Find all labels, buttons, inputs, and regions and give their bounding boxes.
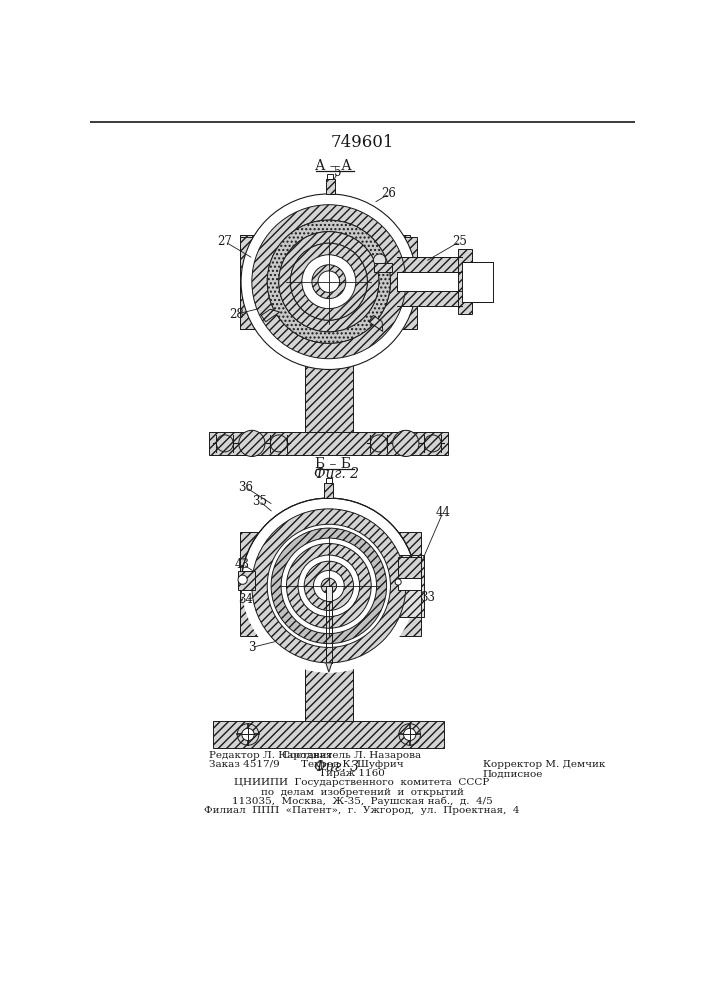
Bar xyxy=(326,179,335,194)
Text: 749601: 749601 xyxy=(330,134,394,151)
Text: Фиг. 3: Фиг. 3 xyxy=(314,760,359,774)
Circle shape xyxy=(252,205,406,359)
Circle shape xyxy=(302,255,356,309)
Bar xyxy=(397,272,462,291)
Circle shape xyxy=(238,575,247,584)
Bar xyxy=(326,586,332,601)
Bar xyxy=(325,483,334,498)
Text: Тираж 1160: Тираж 1160 xyxy=(319,769,385,778)
Circle shape xyxy=(321,578,337,594)
Circle shape xyxy=(318,271,339,292)
Circle shape xyxy=(242,728,254,741)
Bar xyxy=(398,578,421,590)
Bar xyxy=(313,224,344,235)
Bar xyxy=(398,557,421,578)
Text: Филиал  ППП  «Патент»,  г.  Ужгород,  ул.  Проектная,  4: Филиал ППП «Патент», г. Ужгород, ул. Про… xyxy=(204,806,520,815)
Bar xyxy=(305,329,353,432)
Circle shape xyxy=(267,524,390,647)
Text: Техред К. Шуфрич: Техред К. Шуфрич xyxy=(300,760,403,769)
Circle shape xyxy=(267,220,390,343)
Bar xyxy=(240,237,417,329)
Circle shape xyxy=(373,254,386,266)
Circle shape xyxy=(370,435,387,452)
Bar xyxy=(398,235,409,329)
Text: 44: 44 xyxy=(436,506,450,519)
Text: Заказ 4517/9: Заказ 4517/9 xyxy=(209,760,280,769)
Circle shape xyxy=(312,265,346,299)
Bar xyxy=(397,291,462,306)
Bar xyxy=(458,249,472,314)
Bar xyxy=(305,636,353,721)
Bar xyxy=(397,555,423,617)
Text: 35: 35 xyxy=(252,495,267,508)
Bar xyxy=(240,532,421,636)
Text: Корректор М. Демчик: Корректор М. Демчик xyxy=(483,760,605,769)
Circle shape xyxy=(270,435,287,452)
Circle shape xyxy=(281,538,377,634)
Text: 5: 5 xyxy=(334,166,341,179)
Circle shape xyxy=(267,220,390,343)
Bar xyxy=(381,235,398,329)
Text: по  делам  изобретений  и  открытий: по делам изобретений и открытий xyxy=(260,787,463,797)
Circle shape xyxy=(252,509,406,663)
Text: 25: 25 xyxy=(452,235,467,248)
Circle shape xyxy=(286,543,371,628)
Text: ЦНИИПИ  Государственного  комитета  СССР: ЦНИИПИ Государственного комитета СССР xyxy=(234,778,489,787)
Circle shape xyxy=(239,430,265,456)
Text: 33: 33 xyxy=(420,591,435,604)
Circle shape xyxy=(399,724,421,745)
Bar xyxy=(397,257,462,272)
Text: 34: 34 xyxy=(238,593,253,606)
Circle shape xyxy=(404,728,416,741)
Circle shape xyxy=(395,579,402,585)
Text: Подписное: Подписное xyxy=(483,769,543,778)
Circle shape xyxy=(279,232,379,332)
Wedge shape xyxy=(241,498,416,586)
Text: 113035,  Москва,  Ж-35,  Раушская наб.,  д.  4/5: 113035, Москва, Ж-35, Раушская наб., д. … xyxy=(232,797,492,806)
Bar xyxy=(214,721,444,748)
Bar xyxy=(240,235,257,329)
Circle shape xyxy=(241,194,416,369)
Bar xyxy=(327,174,334,179)
Circle shape xyxy=(424,435,441,452)
Circle shape xyxy=(393,430,419,456)
Text: Редактор Л. Народная: Редактор Л. Народная xyxy=(209,751,333,760)
Polygon shape xyxy=(369,315,382,331)
Bar xyxy=(238,571,255,590)
Text: 36: 36 xyxy=(238,481,253,494)
Polygon shape xyxy=(326,663,332,672)
Text: 43: 43 xyxy=(235,558,250,571)
Text: Фиг. 2: Фиг. 2 xyxy=(314,467,359,481)
Bar xyxy=(373,263,392,272)
Text: 28: 28 xyxy=(229,308,244,321)
Text: Б – Б: Б – Б xyxy=(315,457,351,471)
Bar xyxy=(209,432,448,455)
Circle shape xyxy=(216,435,233,452)
Bar xyxy=(240,235,252,329)
Circle shape xyxy=(242,195,416,369)
Circle shape xyxy=(291,243,368,320)
Circle shape xyxy=(298,555,360,617)
Text: А – А: А – А xyxy=(315,159,352,173)
Circle shape xyxy=(313,570,344,601)
Text: 3: 3 xyxy=(248,641,256,654)
Text: Составитель Л. Назарова: Составитель Л. Назарова xyxy=(282,751,421,760)
Circle shape xyxy=(304,561,354,610)
Text: 27: 27 xyxy=(218,235,233,248)
Circle shape xyxy=(291,243,368,320)
Bar xyxy=(462,262,493,302)
Bar xyxy=(326,478,332,483)
Circle shape xyxy=(238,724,259,745)
Polygon shape xyxy=(262,309,279,322)
Text: 26: 26 xyxy=(382,187,397,200)
Circle shape xyxy=(242,499,416,673)
Circle shape xyxy=(279,232,379,332)
Circle shape xyxy=(271,528,387,644)
